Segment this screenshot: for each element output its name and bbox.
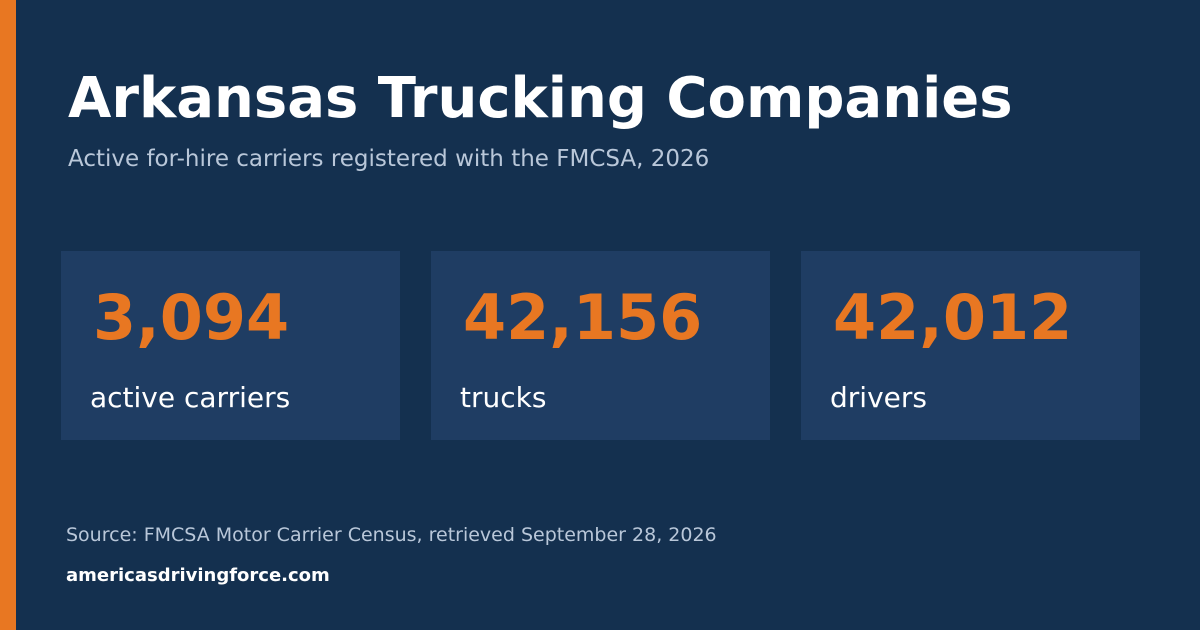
accent-bar [0, 0, 16, 630]
title: Arkansas Trucking Companies [68, 66, 1013, 131]
subtitle: Active for-hire carriers registered with… [68, 146, 710, 172]
stat-card: 42,012 drivers [801, 251, 1140, 440]
source: Source: FMCSA Motor Carrier Census, retr… [66, 524, 717, 546]
stat-value: 3,094 [93, 281, 290, 354]
stat-card: 42,156 trucks [431, 251, 770, 440]
site-url: americasdrivingforce.com [66, 565, 330, 586]
stat-value: 42,012 [833, 281, 1073, 354]
stat-label: active carriers [90, 381, 291, 414]
stat-card: 3,094 active carriers [61, 251, 400, 440]
stat-label: trucks [460, 381, 547, 414]
stat-value: 42,156 [463, 281, 703, 354]
stat-label: drivers [830, 381, 927, 414]
